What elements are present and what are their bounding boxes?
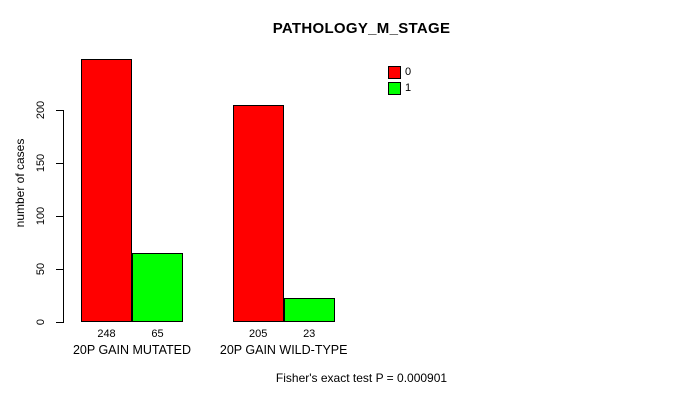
- y-axis-tick: [56, 109, 63, 111]
- bar-value-label: 205: [249, 328, 268, 340]
- chart-title: PATHOLOGY_M_STAGE: [272, 20, 451, 37]
- bar-series-0-group-2: [232, 104, 284, 323]
- y-axis-tick: [56, 321, 63, 323]
- category-label: 20P GAIN WILD-TYPE: [219, 343, 348, 357]
- y-axis-tick-label: 150: [35, 153, 47, 173]
- fisher-test-note: Fisher's exact test P = 0.000901: [275, 371, 448, 385]
- y-axis-tick-label: 0: [35, 319, 47, 326]
- bar-series-0-group-1: [81, 59, 132, 323]
- y-axis-tick-label: 100: [35, 206, 47, 226]
- y-axis-tick: [56, 215, 63, 217]
- y-axis-title: number of cases: [13, 138, 27, 228]
- legend-item-0: 0: [388, 64, 411, 80]
- bar-series-1-group-2: [283, 297, 335, 323]
- bar-value-label: 23: [303, 328, 316, 340]
- y-axis-tick-label: 50: [35, 263, 47, 276]
- legend-swatch-icon: [388, 81, 401, 95]
- legend-item-1: 1: [388, 80, 411, 96]
- bar-value-label: 65: [151, 328, 164, 340]
- category-label: 20P GAIN MUTATED: [72, 343, 192, 357]
- y-axis-line: [63, 110, 64, 323]
- y-axis-tick-label: 200: [35, 100, 47, 120]
- bar-value-label: 248: [97, 328, 116, 340]
- legend-label: 0: [405, 65, 412, 78]
- bar-series-1-group-1: [132, 253, 183, 323]
- legend-swatch-icon: [388, 65, 401, 79]
- y-axis-tick: [56, 162, 63, 164]
- y-axis-tick: [56, 268, 63, 270]
- legend-label: 1: [405, 81, 412, 94]
